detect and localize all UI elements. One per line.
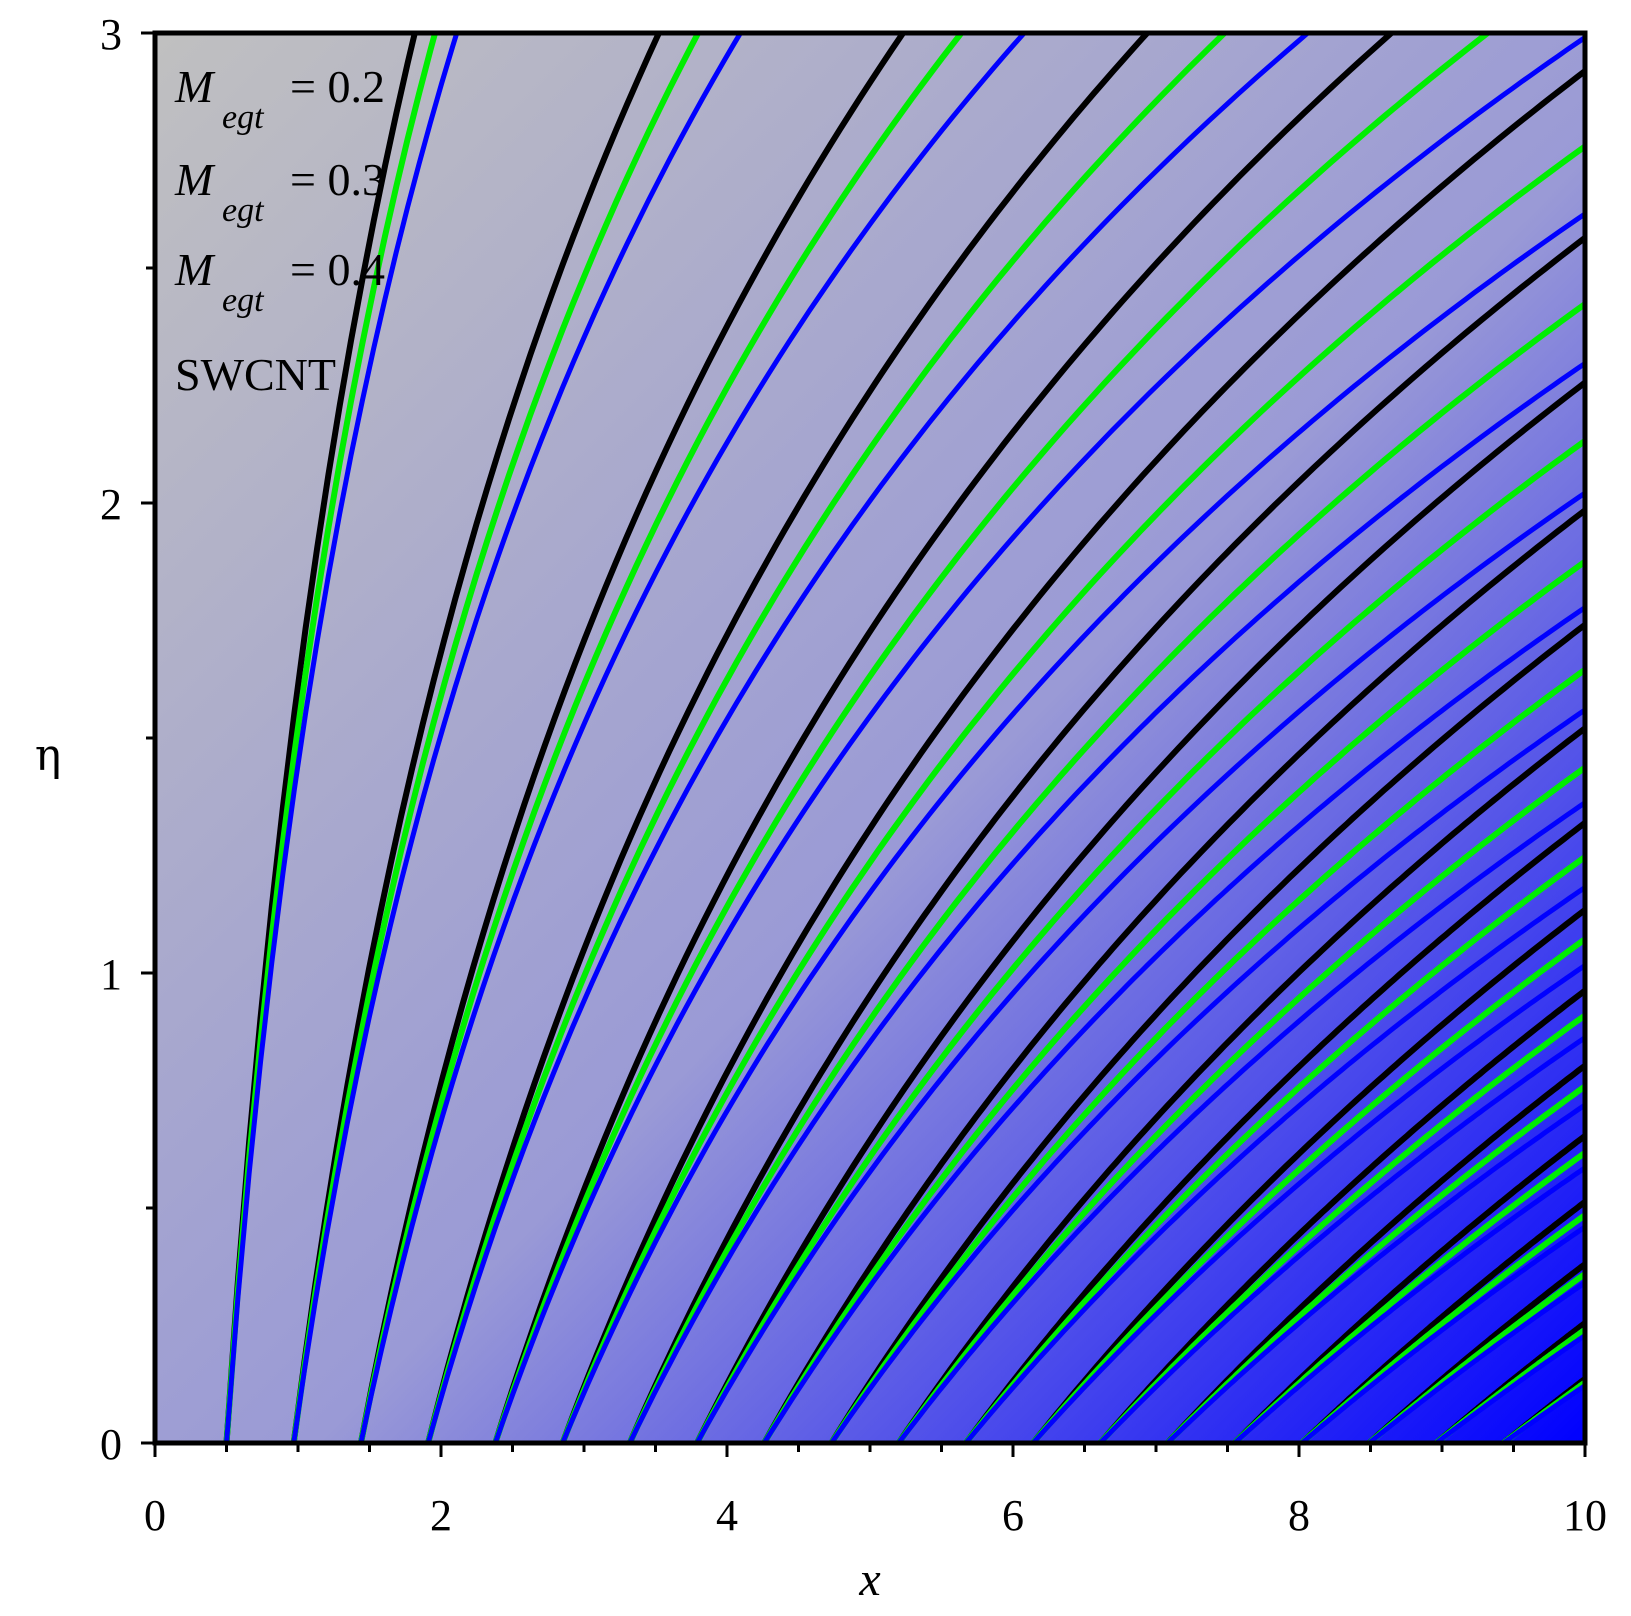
legend-symbol-1: M <box>174 61 216 112</box>
x-axis: 0 2 4 6 8 10 <box>144 1443 1607 1540</box>
legend-subscript-3: egt <box>222 282 265 319</box>
contour-line-series2-2 <box>290 33 702 1443</box>
contour-line-series3-11 <box>896 800 1585 1443</box>
contour-line-series1-5 <box>492 33 1396 1443</box>
contour-line-series3-16 <box>1233 1165 1585 1443</box>
contour-line-series2-10 <box>828 667 1585 1443</box>
legend-value-3: = 0.4 <box>290 244 385 295</box>
x-tick-label: 2 <box>430 1491 452 1540</box>
contour-line-series3-9 <box>762 605 1585 1443</box>
legend: M egt = 0.2 M egt = 0.3 M egt = 0.4 SWCN… <box>174 61 385 400</box>
contour-line-series2-5 <box>492 33 1493 1443</box>
contour-line-series1-4 <box>425 33 1152 1443</box>
contour-line-series2-12 <box>963 854 1585 1443</box>
contour-line-series1-12 <box>963 820 1585 1443</box>
legend-value-2: = 0.3 <box>290 154 385 205</box>
x-tick-label: 8 <box>1288 1491 1310 1540</box>
contour-line-series3-13 <box>1031 963 1585 1443</box>
contour-line-series3-4 <box>425 33 1312 1443</box>
contour-line-series3-2 <box>291 33 744 1443</box>
contour-line-series3-5 <box>492 35 1585 1443</box>
legend-symbol-3: M <box>174 244 216 295</box>
contour-line-series3-17 <box>1300 1224 1585 1443</box>
legend-note: SWCNT <box>175 349 336 400</box>
x-tick-label: 10 <box>1563 1491 1607 1540</box>
contour-line-series1-6 <box>559 68 1585 1443</box>
contour-line-series1-9 <box>761 507 1585 1443</box>
x-axis-title: x <box>858 1553 880 1606</box>
y-tick-label: 3 <box>100 10 122 59</box>
y-tick-label: 0 <box>100 1420 122 1469</box>
legend-entry-3: M egt = 0.4 <box>174 244 385 319</box>
contour-line-series1-13 <box>1030 907 1585 1443</box>
contour-line-series3-7 <box>627 361 1585 1443</box>
contour-line-series3-19 <box>1434 1333 1585 1443</box>
contour-line-series3-8 <box>694 490 1585 1443</box>
legend-entry-2: M egt = 0.3 <box>174 154 385 229</box>
contour-line-series3-14 <box>1098 1035 1585 1443</box>
legend-value-1: = 0.2 <box>290 61 385 112</box>
contour-line-series1-2 <box>290 33 663 1443</box>
y-axis-title: η <box>35 730 61 781</box>
contour-line-series3-6 <box>560 211 1585 1443</box>
contour-lines <box>223 33 1585 1443</box>
y-tick-label: 1 <box>100 950 122 999</box>
contour-line-series2-3 <box>357 33 966 1443</box>
contour-line-series3-1 <box>224 33 460 1443</box>
contour-line-series3-12 <box>963 885 1585 1443</box>
contour-line-series2-7 <box>627 301 1585 1443</box>
contour-line-series2-8 <box>694 438 1585 1443</box>
contour-line-series2-13 <box>1030 936 1585 1443</box>
y-axis: 0 1 2 3 <box>100 10 155 1469</box>
contour-line-series2-9 <box>761 559 1585 1443</box>
contour-line-series3-10 <box>829 707 1585 1443</box>
legend-subscript-2: egt <box>222 192 265 229</box>
contour-line-series3-15 <box>1165 1102 1585 1443</box>
contour-line-series1-11 <box>896 725 1585 1443</box>
legend-subscript-1: egt <box>222 99 265 136</box>
contour-line-series2-6 <box>559 143 1585 1443</box>
legend-entry-1: M egt = 0.2 <box>174 61 385 136</box>
x-tick-label: 4 <box>716 1491 738 1540</box>
y-tick-label: 2 <box>100 480 122 529</box>
contour-line-series1-8 <box>694 380 1585 1443</box>
x-tick-label: 6 <box>1002 1491 1024 1540</box>
x-tick-label: 0 <box>144 1491 166 1540</box>
contour-line-series1-14 <box>1097 988 1585 1443</box>
contour-line-series3-3 <box>358 33 1028 1443</box>
contour-line-series1-7 <box>627 235 1585 1443</box>
contour-line-series2-11 <box>896 765 1585 1443</box>
contour-line-series1-3 <box>357 33 907 1443</box>
contour-line-series2-14 <box>1098 1012 1585 1443</box>
legend-symbol-2: M <box>174 154 216 205</box>
contour-line-series3-18 <box>1367 1280 1585 1443</box>
contour-line-series1-10 <box>828 622 1585 1443</box>
contour-line-series3-20 <box>1502 1383 1585 1443</box>
contour-line-series2-15 <box>1165 1083 1585 1443</box>
contour-line-series2-4 <box>425 33 1229 1443</box>
